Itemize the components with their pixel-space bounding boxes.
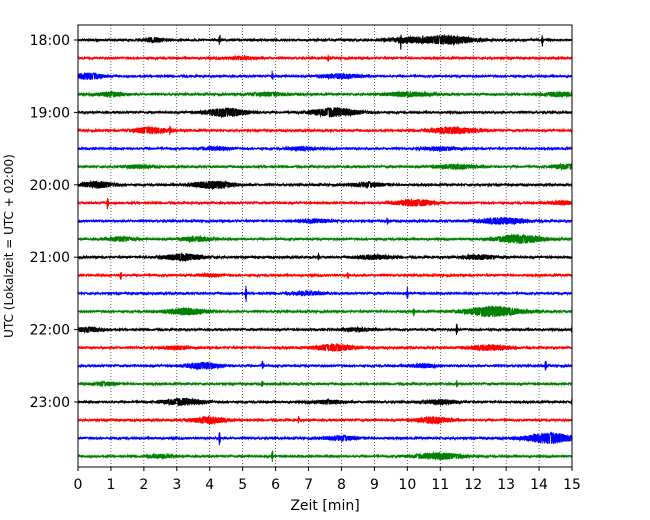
x-tick-label-3: 3 (172, 477, 181, 493)
trace-1915 (77, 125, 573, 136)
trace-2100 (77, 251, 573, 263)
trace-1845 (77, 90, 573, 99)
x-tick-label-5: 5 (238, 477, 247, 493)
y-tick-label-1: 19:00 (30, 105, 70, 121)
trace-2145 (77, 305, 573, 318)
x-tick-label-10: 10 (398, 477, 416, 493)
y-tick-label-2: 20:00 (30, 178, 70, 194)
x-tick-label-1: 1 (106, 477, 115, 493)
trace-2000 (77, 180, 573, 190)
trace-2230 (77, 360, 573, 371)
x-axis-ticks: 0 1 2 3 4 5 6 7 8 9 10 11 12 13 14 15 (74, 467, 581, 493)
trace-2030 (77, 216, 573, 226)
x-tick-label-14: 14 (530, 477, 548, 493)
trace-1930 (77, 145, 573, 153)
trace-2245 (77, 379, 573, 388)
trace-1815 (77, 54, 573, 63)
trace-2300 (77, 397, 573, 407)
trace-2330 (77, 431, 573, 446)
trace-2315 (77, 415, 573, 426)
trace-2015 (77, 197, 573, 210)
y-axis-label: UTC (Lokalzeit = UTC + 02:00) (2, 154, 16, 338)
trace-1945 (77, 162, 573, 171)
x-tick-label-9: 9 (370, 477, 379, 493)
y-tick-label-5: 23:00 (30, 395, 70, 411)
y-axis-ticks: 18:00 19:00 20:00 21:00 22:00 23:00 (30, 33, 78, 411)
x-tick-label-15: 15 (563, 477, 581, 493)
x-tick-label-13: 13 (497, 477, 515, 493)
x-tick-label-0: 0 (74, 477, 83, 493)
trace-1800 (77, 33, 573, 50)
y-tick-label-0: 18:00 (30, 33, 70, 49)
trace-2200 (77, 323, 573, 336)
x-tick-label-11: 11 (431, 477, 449, 493)
trace-1900 (77, 106, 573, 119)
y-tick-label-3: 21:00 (30, 250, 70, 266)
trace-2130 (77, 285, 573, 303)
x-tick-label-8: 8 (337, 477, 346, 493)
x-tick-label-6: 6 (271, 477, 280, 493)
x-axis-label: Zeit [min] (290, 498, 359, 514)
seismic-traces (77, 33, 573, 463)
trace-2115 (77, 271, 573, 280)
plot-frame (77, 24, 573, 468)
x-tick-label-12: 12 (464, 477, 482, 493)
y-tick-label-4: 22:00 (30, 323, 70, 339)
x-tick-label-4: 4 (205, 477, 214, 493)
trace-2215 (77, 342, 573, 352)
trace-2045 (77, 232, 573, 245)
trace-1830 (77, 70, 573, 81)
x-tick-label-2: 2 (139, 477, 148, 493)
x-tick-label-7: 7 (304, 477, 313, 493)
trace-2345 (77, 450, 573, 463)
